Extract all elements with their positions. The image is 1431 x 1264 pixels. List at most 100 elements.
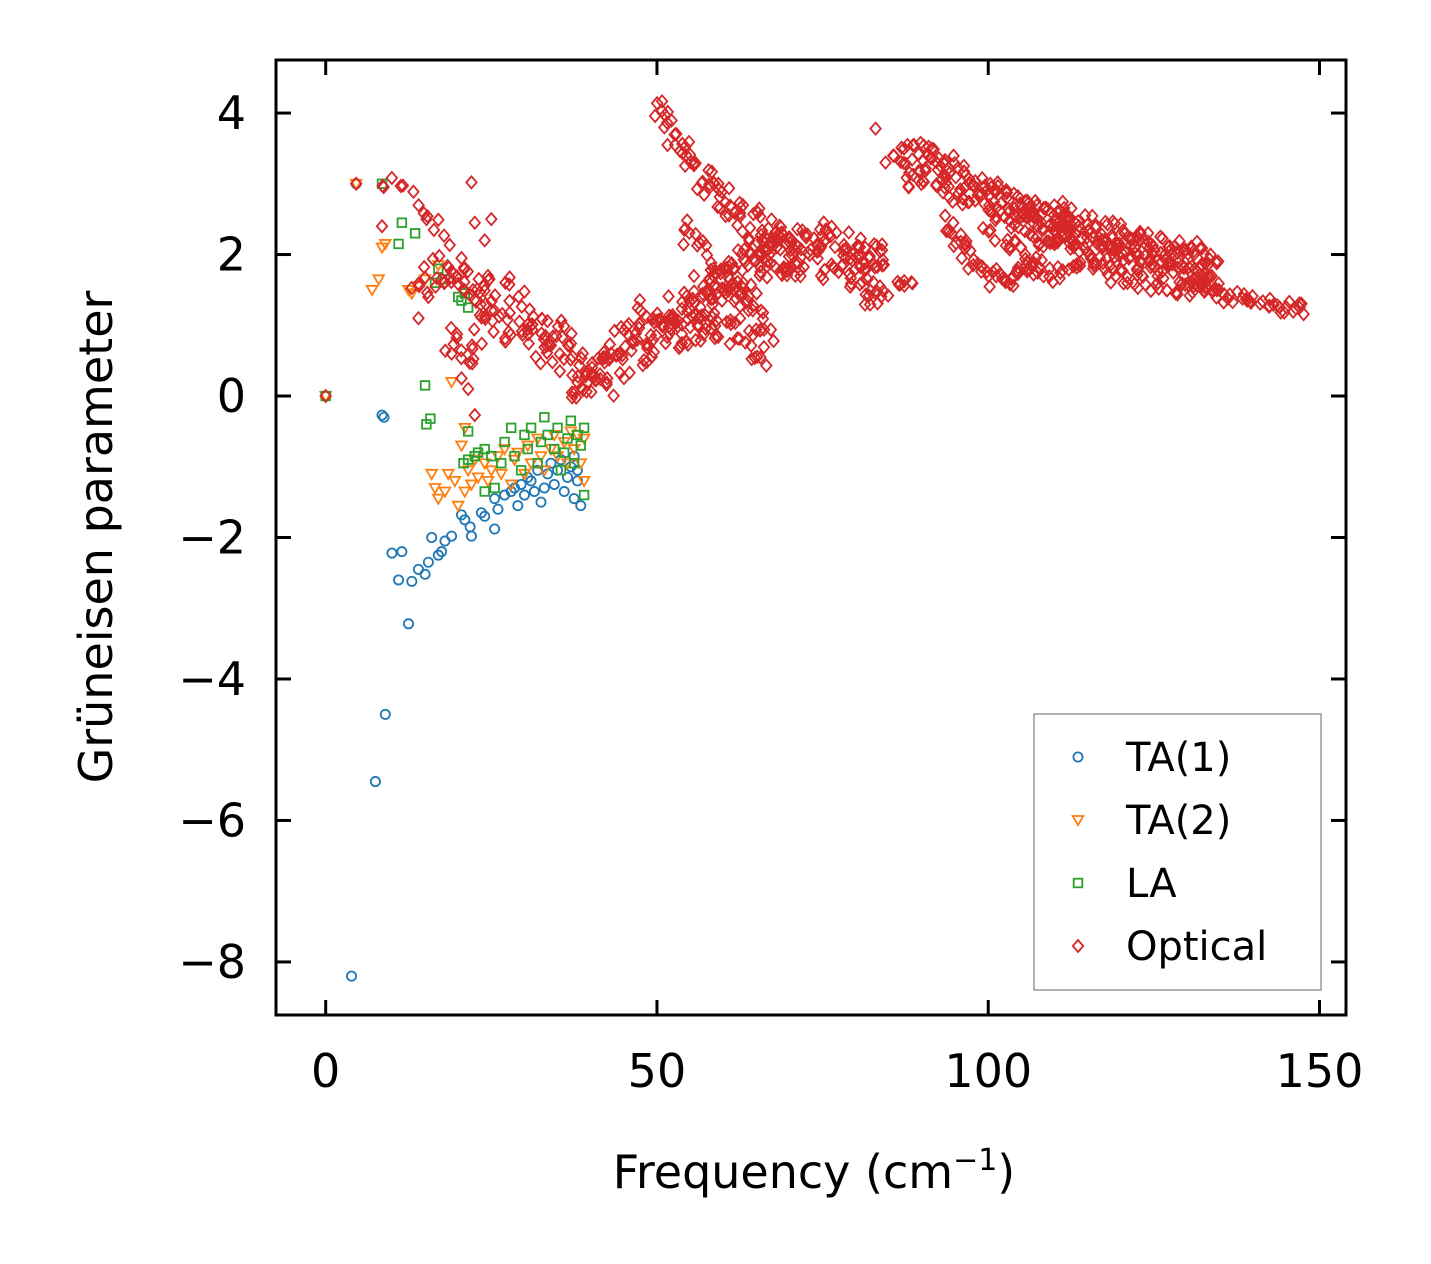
data-point <box>755 223 769 239</box>
data-point <box>1144 259 1157 275</box>
data-point <box>465 530 477 542</box>
data-point <box>696 279 710 294</box>
data-point <box>426 532 438 544</box>
data-point <box>707 175 720 191</box>
data-point <box>816 271 830 287</box>
data-point <box>1217 294 1231 310</box>
data-points-layer <box>318 93 1311 982</box>
data-point <box>371 274 386 287</box>
data-point <box>886 148 900 163</box>
data-point <box>754 349 767 365</box>
data-point <box>378 411 390 423</box>
data-point <box>475 310 488 325</box>
data-point <box>1188 276 1202 292</box>
data-point <box>1177 245 1190 261</box>
data-point <box>1173 233 1186 249</box>
data-point <box>492 503 504 515</box>
data-point <box>1042 269 1056 284</box>
data-point <box>1114 216 1128 232</box>
data-point <box>412 197 425 213</box>
data-point <box>1239 291 1253 307</box>
data-point <box>475 336 489 352</box>
data-point <box>319 388 333 404</box>
data-point <box>798 228 812 244</box>
data-point <box>1031 265 1045 281</box>
data-point <box>660 329 674 345</box>
data-point <box>697 187 711 203</box>
data-point <box>603 336 617 352</box>
data-point <box>447 336 461 352</box>
data-point <box>695 175 709 191</box>
data-point <box>1123 249 1137 265</box>
data-point <box>555 465 567 476</box>
data-point <box>478 283 491 299</box>
data-point <box>1032 259 1046 275</box>
data-point <box>431 212 445 228</box>
data-point <box>999 182 1013 198</box>
data-point <box>704 291 718 307</box>
data-point <box>489 523 501 535</box>
data-point <box>707 261 720 276</box>
data-point <box>600 377 613 393</box>
data-point <box>464 479 479 492</box>
data-point <box>502 277 516 292</box>
data-point <box>707 305 721 321</box>
data-point <box>663 325 677 341</box>
data-point <box>1035 252 1049 268</box>
data-point <box>672 340 686 356</box>
data-point <box>781 263 794 279</box>
data-point <box>924 150 937 166</box>
data-point <box>1087 255 1100 270</box>
data-point <box>955 250 969 266</box>
data-point <box>681 311 695 327</box>
data-point <box>1198 256 1212 272</box>
data-point <box>1246 288 1259 304</box>
data-point <box>568 458 580 469</box>
data-point <box>773 242 787 257</box>
data-point <box>1027 267 1040 282</box>
data-point <box>546 354 559 370</box>
data-point <box>704 320 718 336</box>
data-point <box>518 284 531 299</box>
data-point <box>597 344 611 360</box>
data-point <box>1171 286 1184 302</box>
data-point <box>479 443 490 455</box>
data-point <box>728 315 742 331</box>
data-point <box>976 220 990 236</box>
data-point <box>641 337 655 353</box>
data-point <box>509 450 520 462</box>
data-point <box>444 376 459 389</box>
data-point <box>564 352 578 367</box>
data-point <box>1206 282 1220 298</box>
data-point <box>717 261 730 276</box>
data-point <box>762 247 776 263</box>
data-point <box>577 476 591 488</box>
data-point <box>900 170 914 186</box>
data-point <box>450 330 464 346</box>
data-point <box>1118 226 1131 242</box>
data-point <box>1183 288 1197 303</box>
data-point <box>633 292 647 308</box>
data-point <box>419 568 431 580</box>
data-point <box>622 327 636 343</box>
data-point <box>558 486 570 498</box>
data-point <box>1153 229 1167 245</box>
data-point <box>393 238 404 250</box>
data-point <box>991 178 1005 194</box>
data-point <box>530 433 545 446</box>
data-point <box>557 318 571 334</box>
data-point <box>650 306 664 322</box>
data-point <box>1156 270 1170 286</box>
data-point <box>1012 220 1025 235</box>
data-point <box>477 458 492 471</box>
data-point <box>466 351 480 367</box>
data-point <box>967 252 981 268</box>
data-point <box>662 288 675 304</box>
data-point <box>542 429 553 441</box>
data-point <box>1008 217 1021 233</box>
data-point <box>503 270 517 285</box>
data-point <box>731 330 744 346</box>
data-point <box>753 323 767 338</box>
legend-marker <box>1071 938 1085 954</box>
data-point <box>1144 236 1158 252</box>
